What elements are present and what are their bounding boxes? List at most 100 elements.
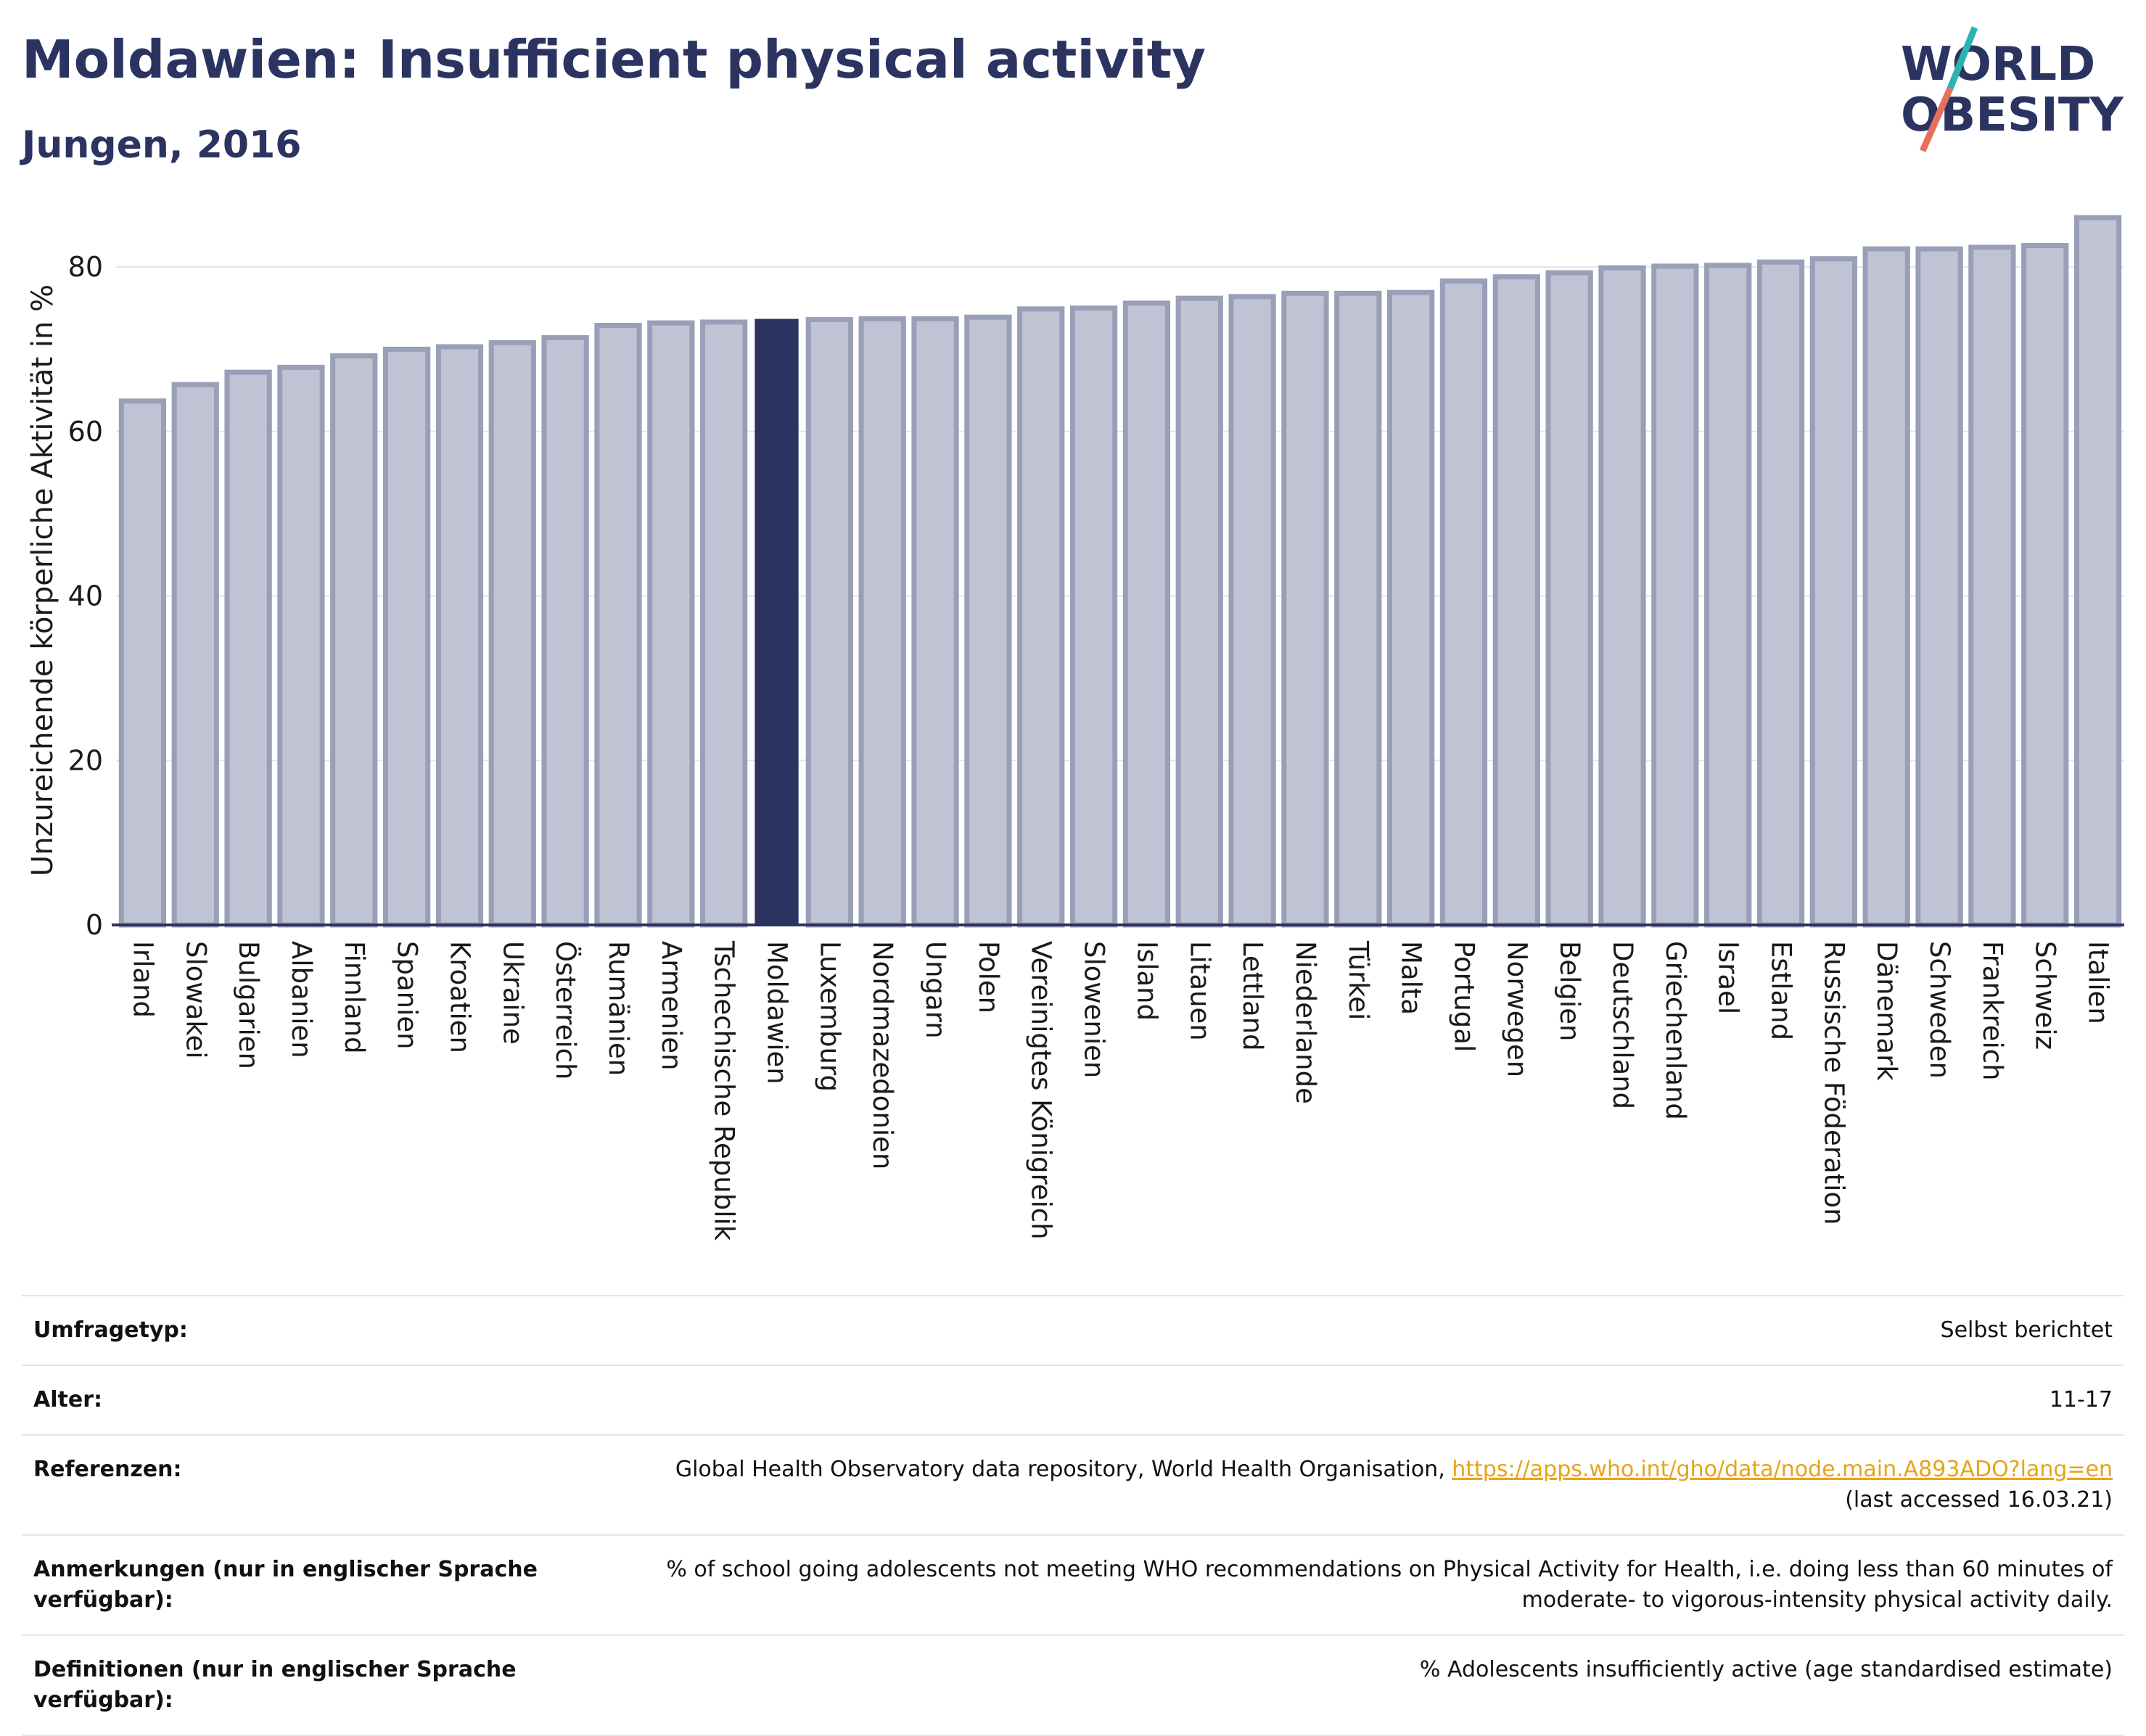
bar — [118, 398, 167, 928]
bar — [330, 353, 378, 928]
bar — [1281, 290, 1329, 928]
x-tick-label: Tschechische Republik — [709, 940, 740, 1241]
x-tick-label: Dänemark — [1871, 941, 1902, 1081]
references-value: Global Health Observatory data repositor… — [567, 1435, 2124, 1535]
x-tick-label: Israel — [1713, 941, 1744, 1014]
y-tick-label: 60 — [68, 416, 103, 448]
info-row-survey: Umfragetyp: Selbst berichtet — [22, 1296, 2124, 1365]
x-tick-label: Ungarn — [920, 941, 951, 1039]
x-tick-label: Lettland — [1237, 941, 1268, 1051]
x-tick-label: Griechenland — [1660, 941, 1691, 1120]
y-tick-label: 0 — [86, 909, 103, 941]
bar — [858, 316, 906, 928]
x-tick-label: Spanien — [392, 941, 423, 1050]
bar — [1175, 295, 1223, 928]
x-tick-label: Finnland — [339, 941, 370, 1054]
x-tick-label: Frankreich — [1977, 941, 2008, 1081]
x-tick-label: Schweden — [1924, 941, 1955, 1079]
x-tick-label: Kroatien — [444, 941, 475, 1053]
x-tick-label: Polen — [973, 941, 1004, 1013]
bar — [2021, 243, 2069, 928]
x-tick-label: Malta — [1396, 941, 1427, 1015]
x-tick-label: Estland — [1766, 941, 1797, 1040]
logo-text-obesity: OBESITY — [1901, 89, 2124, 142]
age-label: Alter: — [33, 1387, 102, 1412]
bar — [1334, 290, 1382, 928]
bar — [647, 320, 695, 928]
bar-highlight — [755, 318, 799, 926]
x-tick-label: Rumänien — [603, 941, 634, 1076]
x-tick-label: Vereinigtes Königreich — [1026, 941, 1057, 1240]
bar — [277, 364, 325, 928]
logo-text-world: WORLD — [1901, 38, 2095, 91]
page-title: Moldawien: Insufficient physical activit… — [22, 29, 1206, 90]
info-table: Umfragetyp: Selbst berichtet Alter: 11-1… — [22, 1295, 2124, 1736]
bar — [1439, 278, 1488, 928]
bar — [1017, 306, 1065, 928]
x-tick-label: Ukraine — [497, 941, 528, 1045]
x-tick-label: Türkei — [1343, 940, 1374, 1020]
x-tick-label: Slowenien — [1079, 941, 1110, 1078]
x-tick-label: Nordmazedonien — [867, 941, 898, 1169]
x-tick-label: Moldawien — [762, 941, 793, 1085]
info-row-notes: Anmerkungen (nur in englischer Sprache v… — [22, 1535, 2124, 1635]
x-tick-label: Litauen — [1184, 941, 1215, 1041]
x-tick-label: Luxemburg — [814, 941, 845, 1092]
references-link[interactable]: https://apps.who.int/gho/data/node.main.… — [1452, 1457, 2113, 1482]
bar — [224, 369, 272, 928]
bar — [594, 323, 642, 928]
definitions-label: Definitionen (nur in englischer Sprache … — [33, 1657, 517, 1713]
x-tick-label: Schweiz — [2030, 941, 2061, 1050]
bar — [700, 319, 748, 928]
bar — [1651, 263, 1699, 928]
survey-type-value: Selbst berichtet — [1940, 1317, 2113, 1343]
bar — [1386, 289, 1435, 928]
bar — [1915, 246, 1963, 928]
bar — [1756, 259, 1805, 928]
references-text: Global Health Observatory data repositor… — [675, 1457, 1452, 1482]
y-axis-label: Unzureichende körperliche Aktivität in % — [26, 284, 59, 876]
bar — [435, 344, 484, 928]
references-label: Referenzen: — [33, 1457, 182, 1482]
bar — [171, 382, 219, 928]
bar — [541, 335, 589, 928]
y-tick-label: 80 — [68, 251, 103, 283]
info-row-age: Alter: 11-17 — [22, 1365, 2124, 1435]
x-tick-label: Niederlande — [1290, 941, 1321, 1104]
definitions-value: % Adolescents insufficiently active (age… — [1419, 1657, 2113, 1682]
world-obesity-logo: WORLD OBESITY — [1901, 26, 2124, 152]
bar — [1545, 270, 1593, 928]
y-tick-label: 40 — [68, 580, 103, 612]
x-tick-label: Norwegen — [1501, 941, 1532, 1077]
x-tick-label: Irland — [127, 941, 158, 1018]
bar — [805, 317, 854, 928]
bar-chart: 0 20 40 60 80 Irland Slowakei Bulgarien Albanien… — [26, 215, 2124, 1241]
bar — [488, 340, 536, 928]
notes-label: Anmerkungen (nur in englischer Sprache v… — [33, 1557, 538, 1613]
page-subtitle: Jungen, 2016 — [22, 123, 302, 167]
x-tick-label: Albanien — [286, 941, 317, 1058]
bar — [1598, 265, 1646, 928]
bar — [964, 314, 1012, 928]
x-tick-label: Armenien — [656, 941, 687, 1071]
age-value: 11-17 — [2049, 1387, 2113, 1412]
x-tick-label: Deutschland — [1607, 941, 1638, 1109]
x-tick-label: Bulgarien — [233, 941, 264, 1069]
bar — [1862, 246, 1910, 928]
notes-value: % of school going adolescents not meetin… — [666, 1557, 2113, 1613]
bar — [1809, 256, 1858, 928]
x-tick-label: Italien — [2083, 941, 2114, 1024]
logo-slash-coral-icon — [1919, 87, 1954, 152]
bar — [382, 346, 431, 928]
x-tick-label: Island — [1131, 941, 1162, 1021]
y-tick-label: 20 — [68, 744, 103, 776]
bar — [1704, 263, 1752, 928]
info-row-references: Referenzen: Global Health Observatory da… — [22, 1435, 2124, 1535]
bar — [1228, 294, 1276, 928]
bar-layer — [118, 215, 2122, 928]
bar — [2073, 215, 2122, 928]
info-row-definitions: Definitionen (nur in englischer Sprache … — [22, 1635, 2124, 1735]
x-tick-label: Portugal — [1448, 941, 1479, 1052]
x-tick-label: Slowakei — [180, 941, 211, 1059]
x-tick-label: Belgien — [1554, 941, 1585, 1041]
